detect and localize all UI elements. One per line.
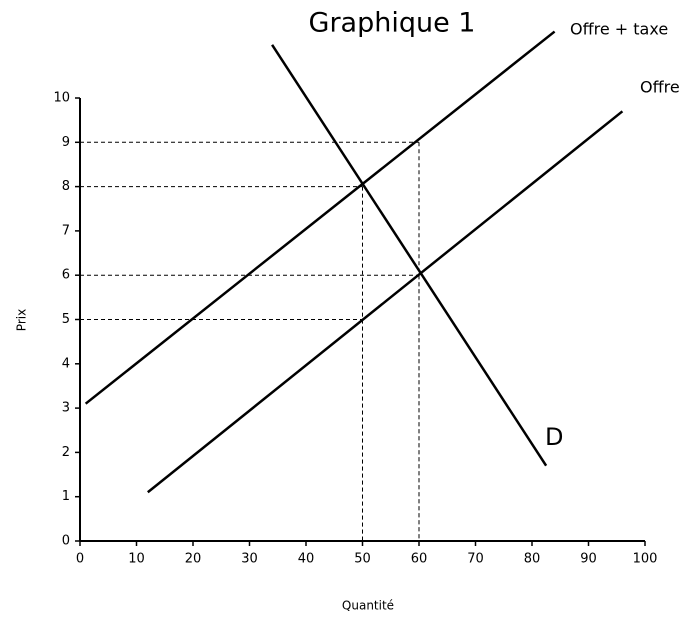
x-tick-label: 10 [128, 552, 145, 567]
x-tick-label: 20 [185, 552, 202, 567]
series-line [147, 110, 624, 494]
series-label: D [545, 423, 563, 451]
y-tick-label: 5 [62, 312, 70, 327]
series-line [84, 30, 556, 405]
x-tick-label: 50 [354, 552, 371, 567]
series-label: Offre + taxe [570, 20, 668, 39]
x-tick-label: 70 [467, 552, 484, 567]
y-axis-label: Prix [15, 309, 29, 331]
series-label: Offre [640, 78, 680, 97]
x-tick-label: 80 [524, 552, 541, 567]
series-line [271, 44, 548, 467]
x-tick-label: 90 [580, 552, 597, 567]
y-tick-label: 7 [62, 223, 70, 238]
y-tick-label: 9 [62, 135, 70, 150]
chart-title: Graphique 1 [309, 8, 476, 39]
x-tick-label: 60 [411, 552, 428, 567]
x-tick-label: 40 [298, 552, 315, 567]
y-tick-label: 0 [62, 534, 70, 549]
y-tick-label: 6 [62, 268, 70, 283]
y-tick-label: 8 [62, 179, 70, 194]
x-tick-label: 30 [241, 552, 258, 567]
y-tick-label: 1 [62, 489, 70, 504]
y-tick-label: 4 [62, 356, 70, 371]
x-tick-label: 0 [76, 552, 84, 567]
y-tick-label: 10 [53, 91, 70, 106]
x-tick-label: 100 [633, 552, 658, 567]
y-tick-label: 2 [62, 445, 70, 460]
x-axis-label: Quantité [342, 599, 394, 613]
y-tick-label: 3 [62, 401, 70, 416]
